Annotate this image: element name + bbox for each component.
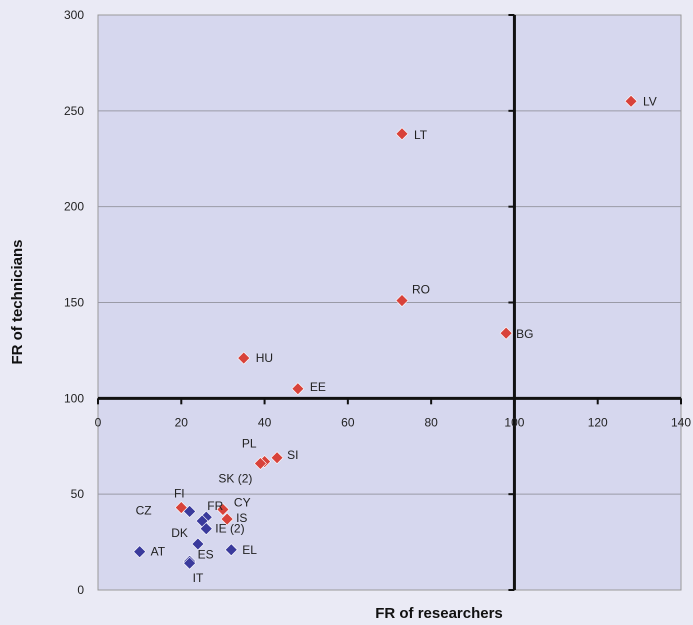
point-label: SK (2) xyxy=(218,472,252,486)
y-axis-title: FR of technicians xyxy=(9,239,26,364)
data-point-el xyxy=(224,543,238,557)
data-point-ro xyxy=(395,294,409,308)
point-label: IT xyxy=(193,571,204,585)
x-tick-label: 0 xyxy=(95,415,102,429)
point-label: BG xyxy=(516,327,533,341)
x-tick-labels: 0 20 40 60 80 100 120 140 xyxy=(95,415,692,429)
data-point-it xyxy=(183,556,197,570)
data-point-hu xyxy=(237,351,251,365)
point-label: FI xyxy=(174,487,185,501)
x-tick-label: 140 xyxy=(671,415,691,429)
point-label: RO xyxy=(412,283,430,297)
point-label: CZ xyxy=(136,503,152,517)
data-point-is xyxy=(220,512,234,526)
point-label: SI xyxy=(287,448,298,462)
y-tick-label: 50 xyxy=(71,487,85,501)
point-label: CY xyxy=(234,496,251,510)
x-tick-label: 100 xyxy=(504,415,524,429)
point-label: FR xyxy=(207,499,223,513)
x-tick-label: 80 xyxy=(424,415,438,429)
point-label: HU xyxy=(256,351,273,365)
x-axis-title: FR of researchers xyxy=(375,605,503,622)
y-tick-label: 150 xyxy=(64,296,84,310)
data-point-si xyxy=(270,451,284,465)
x-tick-label: 40 xyxy=(258,415,272,429)
data-point-cy xyxy=(216,503,230,516)
x-tick-label: 60 xyxy=(341,415,355,429)
data-point-cz xyxy=(183,504,197,518)
y-tick-labels: 0 50 100 150 200 250 300 xyxy=(64,8,84,597)
point-label: ES xyxy=(198,547,214,561)
y-tick-label: 100 xyxy=(64,391,84,405)
data-point-bg xyxy=(499,326,513,340)
point-label: IS xyxy=(236,511,247,525)
crosshair-axes xyxy=(97,14,682,591)
data-point-ee xyxy=(291,382,305,396)
data-point-ie-2 xyxy=(199,522,213,536)
x-tick-label: 20 xyxy=(175,415,189,429)
point-label: PL xyxy=(242,437,257,451)
data-point-lt xyxy=(395,127,409,141)
y-tick-label: 300 xyxy=(64,8,84,22)
point-label: AT xyxy=(151,545,166,559)
point-label: EL xyxy=(242,543,257,557)
point-label: LV xyxy=(643,94,657,108)
point-label: IE (2) xyxy=(215,522,244,536)
x-tick-label: 120 xyxy=(588,415,608,429)
y-tick-label: 0 xyxy=(77,583,84,597)
y-tick-label: 200 xyxy=(64,200,84,214)
y-tick-label: 250 xyxy=(64,104,84,118)
data-point-dk xyxy=(191,537,205,551)
data-point-at xyxy=(133,545,147,559)
point-label: LT xyxy=(414,128,428,142)
point-label: DK xyxy=(171,526,188,540)
data-point-sk-2 xyxy=(253,457,267,470)
point-label: EE xyxy=(310,380,326,394)
data-point-lv xyxy=(624,94,638,108)
